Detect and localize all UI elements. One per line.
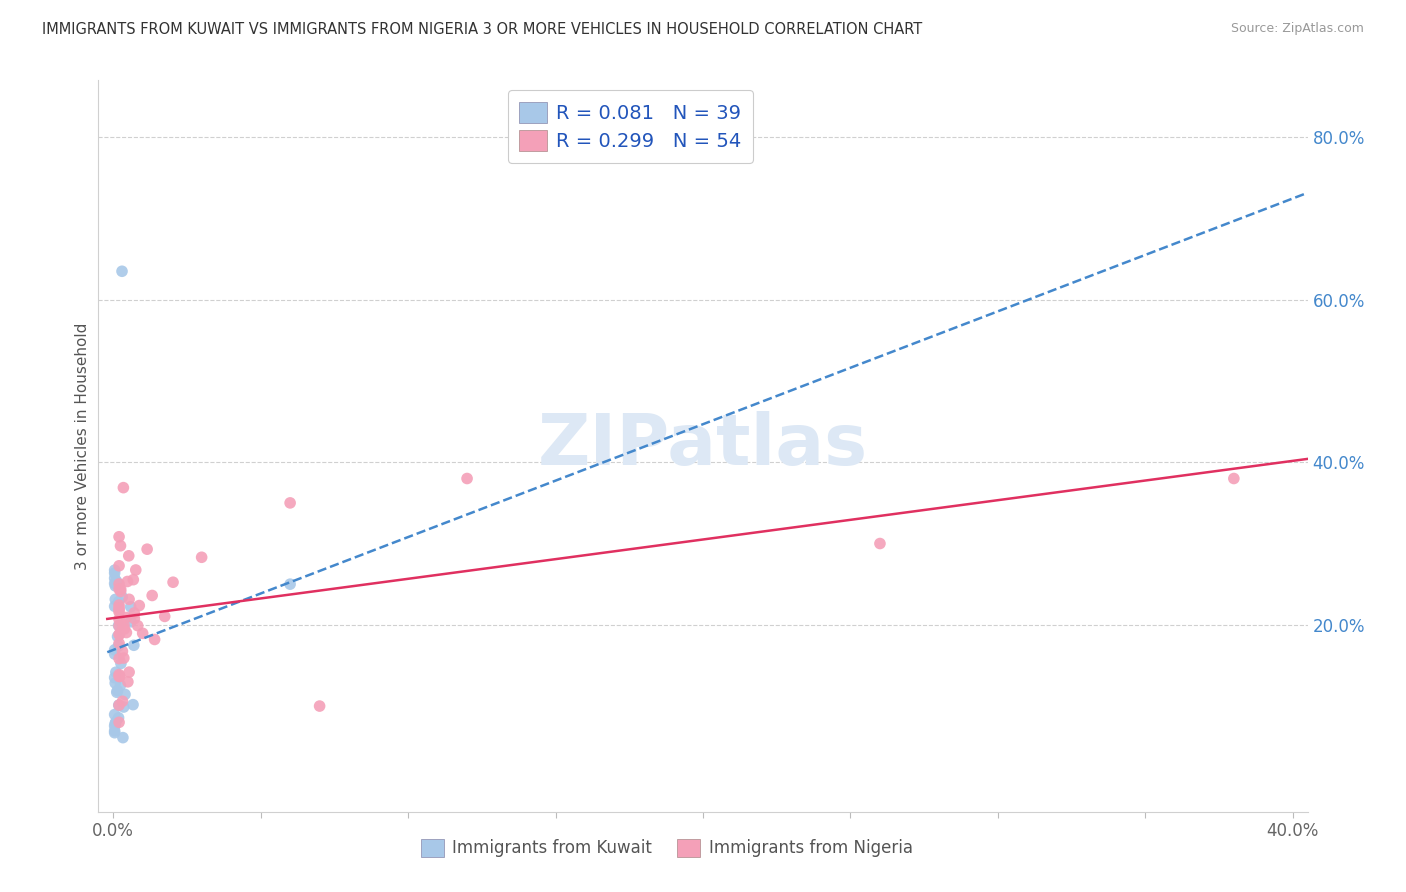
Point (122, 638, 145, 652)
Point (104, 707, 127, 722)
Point (104, 599, 127, 614)
Point (108, 602, 131, 616)
Point (162, 575, 184, 590)
Point (1223, 471, 1246, 485)
Point (122, 606, 145, 620)
Point (118, 665, 141, 679)
Point (118, 549, 141, 563)
Point (190, 550, 212, 565)
Point (104, 719, 127, 733)
Point (108, 667, 131, 681)
Point (108, 715, 131, 730)
Point (141, 589, 163, 603)
Point (108, 530, 131, 544)
Point (108, 651, 131, 665)
Point (111, 731, 134, 745)
Point (104, 592, 127, 607)
Point (104, 566, 127, 580)
Point (104, 576, 127, 591)
Point (114, 687, 136, 701)
Point (122, 698, 145, 712)
Point (108, 669, 131, 683)
Point (122, 573, 145, 587)
Point (107, 711, 129, 725)
Point (136, 542, 159, 557)
Point (131, 626, 153, 640)
Point (107, 630, 129, 644)
Point (104, 725, 127, 739)
Point (111, 264, 134, 278)
Point (278, 577, 301, 591)
Point (117, 574, 139, 589)
Point (111, 622, 134, 636)
Point (104, 714, 127, 729)
Point (120, 615, 142, 629)
Point (112, 622, 135, 636)
Point (108, 558, 131, 573)
Point (104, 642, 127, 657)
Legend: Immigrants from Kuwait, Immigrants from Nigeria: Immigrants from Kuwait, Immigrants from … (412, 830, 921, 865)
Point (108, 669, 131, 683)
Point (143, 632, 166, 647)
Point (115, 625, 138, 640)
Point (110, 657, 132, 671)
Point (108, 627, 131, 641)
Point (108, 698, 131, 713)
Point (104, 665, 127, 680)
Point (105, 685, 128, 699)
Point (108, 598, 131, 612)
Point (111, 590, 134, 604)
Point (110, 678, 132, 692)
Point (108, 582, 131, 596)
Point (107, 698, 129, 713)
Point (110, 539, 132, 553)
Text: Source: ZipAtlas.com: Source: ZipAtlas.com (1230, 22, 1364, 36)
Point (107, 595, 129, 609)
Point (127, 618, 149, 632)
Point (125, 563, 148, 577)
Point (104, 579, 127, 593)
Point (128, 599, 150, 613)
Point (278, 496, 301, 510)
Point (104, 723, 127, 738)
Point (107, 639, 129, 653)
Point (108, 612, 131, 626)
Point (112, 651, 135, 665)
Text: ZIPatlas: ZIPatlas (538, 411, 868, 481)
Point (112, 617, 135, 632)
Point (104, 671, 127, 685)
Point (117, 674, 139, 689)
Point (112, 481, 135, 495)
Point (110, 584, 132, 599)
Point (153, 609, 176, 624)
Point (115, 610, 138, 624)
Point (104, 676, 127, 690)
Point (107, 683, 129, 698)
Point (104, 571, 127, 585)
Point (104, 563, 127, 577)
Point (108, 619, 131, 633)
Point (110, 582, 132, 596)
Point (120, 599, 142, 614)
Point (111, 644, 134, 658)
Point (118, 592, 141, 607)
Point (107, 618, 129, 632)
Point (108, 636, 131, 650)
Text: IMMIGRANTS FROM KUWAIT VS IMMIGRANTS FROM NIGERIA 3 OR MORE VEHICLES IN HOUSEHOL: IMMIGRANTS FROM KUWAIT VS IMMIGRANTS FRO… (42, 22, 922, 37)
Point (108, 577, 131, 591)
Point (111, 694, 134, 708)
Point (108, 627, 131, 641)
Point (104, 647, 127, 661)
Point (869, 536, 891, 550)
Point (124, 611, 146, 625)
Point (308, 699, 330, 714)
Point (108, 600, 131, 615)
Point (112, 700, 135, 714)
Point (105, 574, 128, 589)
Point (108, 605, 131, 619)
Y-axis label: 3 or more Vehicles in Household: 3 or more Vehicles in Household (75, 322, 90, 570)
Point (104, 716, 127, 731)
Point (456, 471, 478, 485)
